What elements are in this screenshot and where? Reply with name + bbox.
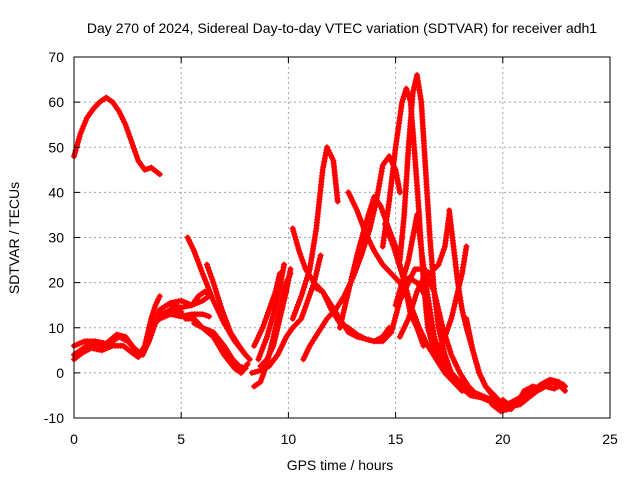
series-arc-07 [182,315,251,376]
series-markers [203,261,253,363]
series-markers [146,311,213,331]
series-arc-06 [167,288,215,311]
y-tick-label: 30 [48,230,64,246]
x-tick-label: 15 [388,431,404,447]
series-arc-26 [381,221,466,394]
y-tick-label: 40 [48,184,64,200]
series-arc-32 [499,381,566,410]
series-markers [499,381,566,410]
x-tick-label: 25 [602,431,618,447]
x-tick-label: 0 [70,431,78,447]
x-tick-label: 10 [281,431,297,447]
x-tick-label: 20 [495,431,511,447]
series-arc-01 [71,94,163,178]
series-markers [289,144,341,322]
y-tick-label: 0 [56,365,64,381]
series-arc-08 [191,320,249,372]
grid-layer [74,57,610,418]
y-tick-label: 60 [48,94,64,110]
series-markers [257,266,294,370]
y-axis-label: SDTVAR / TECUs [6,182,22,294]
series-arc-05 [146,311,213,331]
series-trace [446,207,506,407]
series-trace [183,316,251,376]
series-arc-15 [249,252,324,376]
series-arc-10 [203,261,253,363]
series-markers [191,320,249,372]
axis-layer: 0 5 10 15 20 25 -10 0 10 20 30 40 50 60 70 [44,49,618,447]
series-arc-12 [251,270,283,349]
series-markers [71,94,163,178]
series-arc-13 [255,261,288,363]
series-layer [71,72,568,415]
series-markers [167,288,215,311]
x-axis-label: GPS time / hours [287,457,394,473]
chart-title: Day 270 of 2024, Sidereal Day-to-day VTE… [87,20,597,36]
series-markers [381,221,466,394]
y-tick-label: 20 [48,275,64,291]
series-arc-14 [257,266,294,370]
x-tick-label: 5 [177,431,185,447]
series-markers [255,261,288,363]
series-trace [204,262,253,362]
series-markers [251,270,283,349]
y-tick-label: 50 [48,139,64,155]
series-arc-16 [289,144,341,322]
series-markers [463,315,515,412]
plot-frame [73,56,611,419]
y-tick-label: 10 [48,320,64,336]
y-tick-label: 70 [48,49,64,65]
y-tick-label: -10 [44,410,64,426]
series-arc-20 [345,189,429,300]
